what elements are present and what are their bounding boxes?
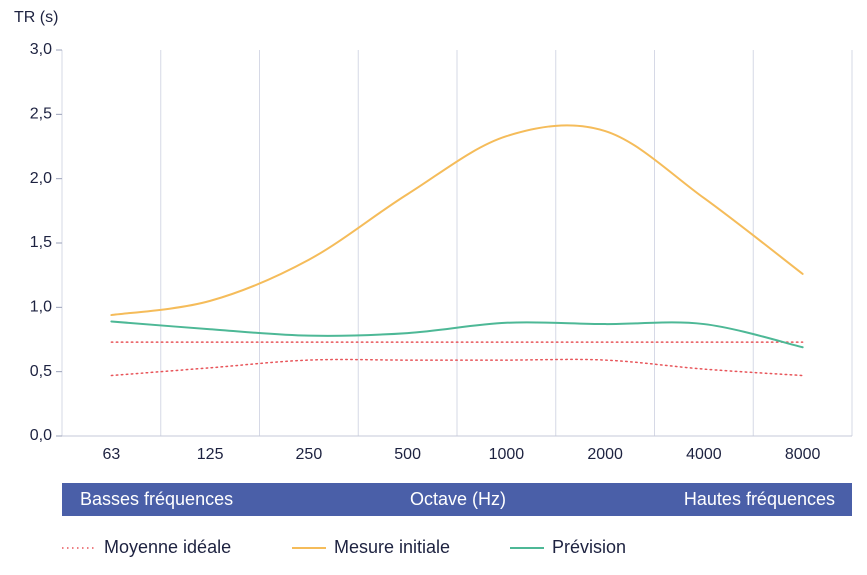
y-tick-label: 2,5 bbox=[30, 106, 52, 123]
y-tick-labels: 0,0 0,5 1,0 1,5 2,0 2,5 3,0 bbox=[30, 41, 62, 444]
x-tick-label: 500 bbox=[394, 446, 421, 463]
x-tick-labels: 63 125 250 500 1000 2000 4000 8000 bbox=[102, 446, 820, 463]
x-tick-label: 250 bbox=[296, 446, 323, 463]
x-tick-label: 63 bbox=[102, 446, 120, 463]
band-label-high: Hautes fréquences bbox=[684, 489, 835, 509]
series-lines bbox=[110, 124, 804, 377]
series-line-ideal-lower bbox=[110, 358, 804, 377]
grid-lines bbox=[61, 50, 853, 437]
band-label-low: Basses fréquences bbox=[80, 489, 233, 509]
x-tick-label: 2000 bbox=[587, 446, 623, 463]
y-tick-label: 0,0 bbox=[30, 427, 52, 444]
frequency-band bbox=[62, 483, 852, 516]
series-line-prevision bbox=[110, 320, 804, 349]
legend-label: Prévision bbox=[552, 537, 626, 557]
legend-label: Mesure initiale bbox=[334, 537, 450, 557]
y-tick-label: 1,0 bbox=[30, 299, 52, 316]
y-tick-label: 1,5 bbox=[30, 234, 52, 251]
y-axis-title: TR (s) bbox=[14, 9, 58, 26]
x-tick-label: 1000 bbox=[489, 446, 525, 463]
x-tick-label: 125 bbox=[197, 446, 224, 463]
legend: Moyenne idéale Mesure initiale Prévision bbox=[62, 537, 626, 557]
band-label-center: Octave (Hz) bbox=[410, 489, 506, 509]
y-tick-label: 3,0 bbox=[30, 41, 52, 58]
x-tick-label: 4000 bbox=[686, 446, 722, 463]
y-tick-label: 2,0 bbox=[30, 170, 52, 187]
x-tick-label: 8000 bbox=[785, 446, 821, 463]
legend-label: Moyenne idéale bbox=[104, 537, 231, 557]
series-line-mesure-initiale bbox=[110, 124, 804, 317]
y-tick-label: 0,5 bbox=[30, 363, 52, 380]
